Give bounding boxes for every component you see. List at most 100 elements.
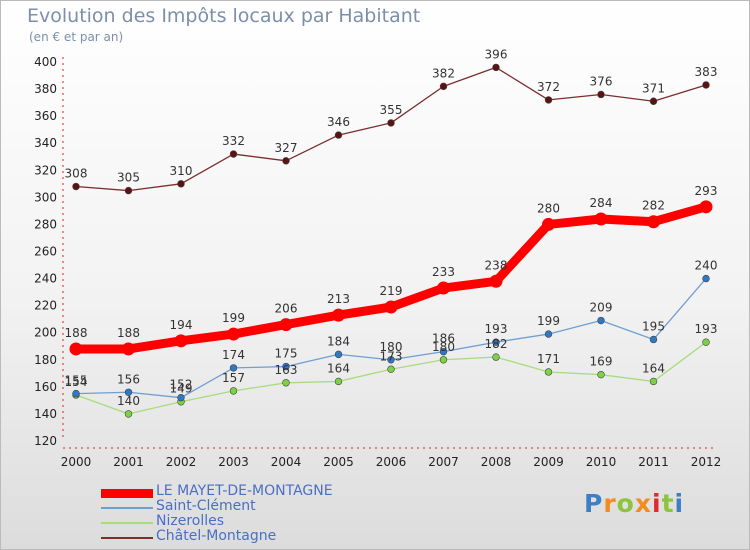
legend-label: LE MAYET-DE-MONTAGNE <box>156 483 333 499</box>
data-label: 209 <box>590 301 613 315</box>
data-label: 219 <box>380 284 403 298</box>
legend-swatch <box>101 537 153 539</box>
data-label: 193 <box>485 322 508 336</box>
data-point <box>332 308 345 322</box>
data-label: 371 <box>642 81 665 95</box>
data-label: 346 <box>327 115 350 129</box>
data-point <box>72 182 80 191</box>
data-label: 152 <box>170 378 193 392</box>
data-label: 199 <box>222 311 245 325</box>
data-point <box>124 186 133 195</box>
data-label: 175 <box>275 347 298 361</box>
data-point <box>699 200 713 214</box>
data-point <box>542 217 555 231</box>
data-point <box>544 330 553 338</box>
data-label: 355 <box>380 103 403 117</box>
legend-swatch <box>101 522 153 524</box>
x-tick-label: 2001 <box>113 455 144 469</box>
data-point <box>649 377 658 386</box>
data-point <box>439 82 448 91</box>
data-label: 240 <box>695 259 718 273</box>
x-tick-label: 2009 <box>533 455 564 469</box>
data-labels: 308 305 310 332 327 346 355 382 396 372 376 371 383 1… <box>65 47 718 408</box>
data-label: 169 <box>590 355 613 369</box>
data-label: 173 <box>380 349 403 363</box>
y-tick-label: 380 <box>34 82 57 96</box>
data-label: 310 <box>170 164 193 178</box>
data-label: 332 <box>222 134 245 148</box>
data-label: 383 <box>695 65 718 79</box>
data-point <box>702 274 710 283</box>
data-point <box>229 387 238 395</box>
data-point <box>122 342 135 356</box>
y-tick-label: 200 <box>34 326 57 340</box>
data-label: 284 <box>590 196 613 210</box>
y-tick-label: 400 <box>34 55 57 69</box>
data-label: 372 <box>537 80 560 94</box>
data-point <box>439 356 448 364</box>
data-point <box>334 377 343 386</box>
data-label: 182 <box>485 337 508 351</box>
y-tick-label: 140 <box>34 407 57 421</box>
data-point <box>334 350 343 359</box>
x-tick-label: 2011 <box>638 455 669 469</box>
data-point <box>649 335 658 344</box>
data-point <box>72 389 80 398</box>
data-label: 238 <box>485 258 508 272</box>
data-label: 206 <box>275 302 298 316</box>
data-label: 213 <box>327 292 350 306</box>
chart-subtitle: (en € et par an) <box>29 30 124 44</box>
x-tick-label: 2002 <box>166 455 197 469</box>
data-point <box>439 347 448 356</box>
x-tick-label: 2003 <box>218 455 249 469</box>
data-point <box>69 342 83 356</box>
data-point <box>492 353 500 361</box>
x-tick-label: 2006 <box>376 455 407 469</box>
data-label: 308 <box>65 167 88 181</box>
data-point <box>279 318 293 332</box>
data-label: 174 <box>222 348 245 362</box>
data-point <box>177 180 185 188</box>
data-point <box>702 81 710 89</box>
data-label: 233 <box>432 265 455 279</box>
data-label: 280 <box>537 201 560 215</box>
data-label: 193 <box>695 322 718 336</box>
x-tick-label: 2000 <box>61 455 92 469</box>
data-point <box>649 97 658 105</box>
data-label: 199 <box>537 314 560 328</box>
data-point <box>282 362 290 371</box>
data-label: 171 <box>537 352 560 366</box>
legend-label: Saint-Clément <box>156 498 256 514</box>
data-label: 305 <box>117 171 140 185</box>
x-tick-label: 2008 <box>481 455 512 469</box>
legend-swatch <box>101 488 153 498</box>
y-tick-label: 120 <box>34 434 57 448</box>
data-point <box>282 157 290 165</box>
x-tick-label: 2012 <box>691 455 722 469</box>
data-point <box>594 212 608 226</box>
data-point <box>229 364 238 372</box>
chart-title: Evolution des Impôts locaux par Habitant <box>27 5 421 27</box>
legend-label: Nizerolles <box>156 513 225 529</box>
data-point <box>597 90 605 99</box>
y-tick-label: 260 <box>34 245 57 259</box>
data-point <box>124 410 133 418</box>
data-label: 149 <box>170 382 193 396</box>
data-label: 140 <box>117 394 140 408</box>
legend-label: Châtel-Montagne <box>156 528 277 544</box>
y-tick-label: 300 <box>34 190 57 204</box>
data-label: 157 <box>222 371 245 385</box>
data-label: 164 <box>327 361 350 375</box>
y-tick-label: 220 <box>34 299 57 313</box>
data-point <box>174 334 188 348</box>
data-point <box>544 96 553 104</box>
data-point <box>597 316 605 325</box>
data-label: 376 <box>590 74 613 88</box>
x-tick-label: 2005 <box>323 455 354 469</box>
data-point <box>489 274 503 288</box>
data-point <box>384 300 398 314</box>
y-tick-label: 360 <box>34 109 57 123</box>
data-point <box>492 63 500 72</box>
